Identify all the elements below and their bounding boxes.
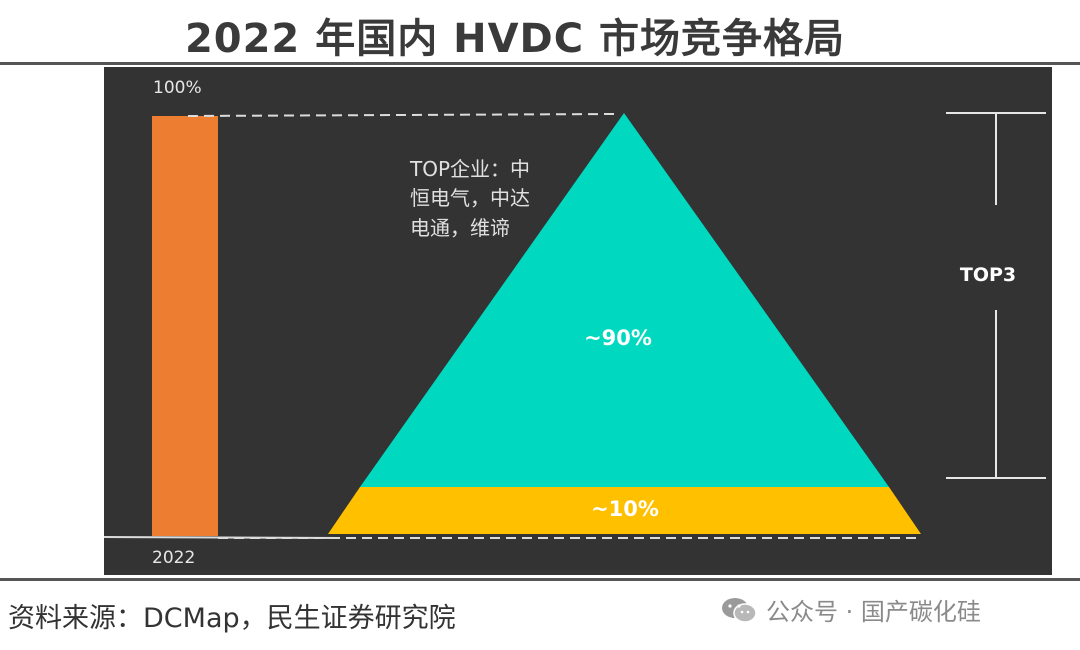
pyramid-top-segment [360, 113, 889, 487]
top-segment-label: ~90% [584, 326, 652, 350]
source-divider [0, 578, 1080, 581]
bar-top-label: 100% [153, 78, 202, 98]
annotation-line-1: TOP企业：中 [409, 157, 530, 181]
top3-bracket [946, 112, 1046, 479]
watermark-text: 公众号 · 国产碳化硅 [766, 598, 981, 626]
top-dashed-line [187, 113, 617, 117]
base-segment-label: ~10% [591, 497, 659, 521]
source-note: 资料来源：DCMap，民生证券研究院 [8, 603, 456, 634]
watermark: 公众号 · 国产碳化硅 [720, 592, 981, 627]
chart-title: 2022 年国内 HVDC 市场竞争格局 [184, 16, 846, 62]
x-tick-label: 2022 [152, 548, 195, 568]
annotation-line-2: 恒电气，中达 [410, 186, 530, 210]
bracket-label: TOP3 [960, 264, 1016, 286]
title-divider [0, 62, 1080, 65]
bar-2022 [152, 116, 218, 536]
wechat-icon [722, 597, 757, 623]
annotation-line-3: 电通，维谛 [410, 216, 510, 240]
pyramid-base-segment [328, 487, 921, 534]
